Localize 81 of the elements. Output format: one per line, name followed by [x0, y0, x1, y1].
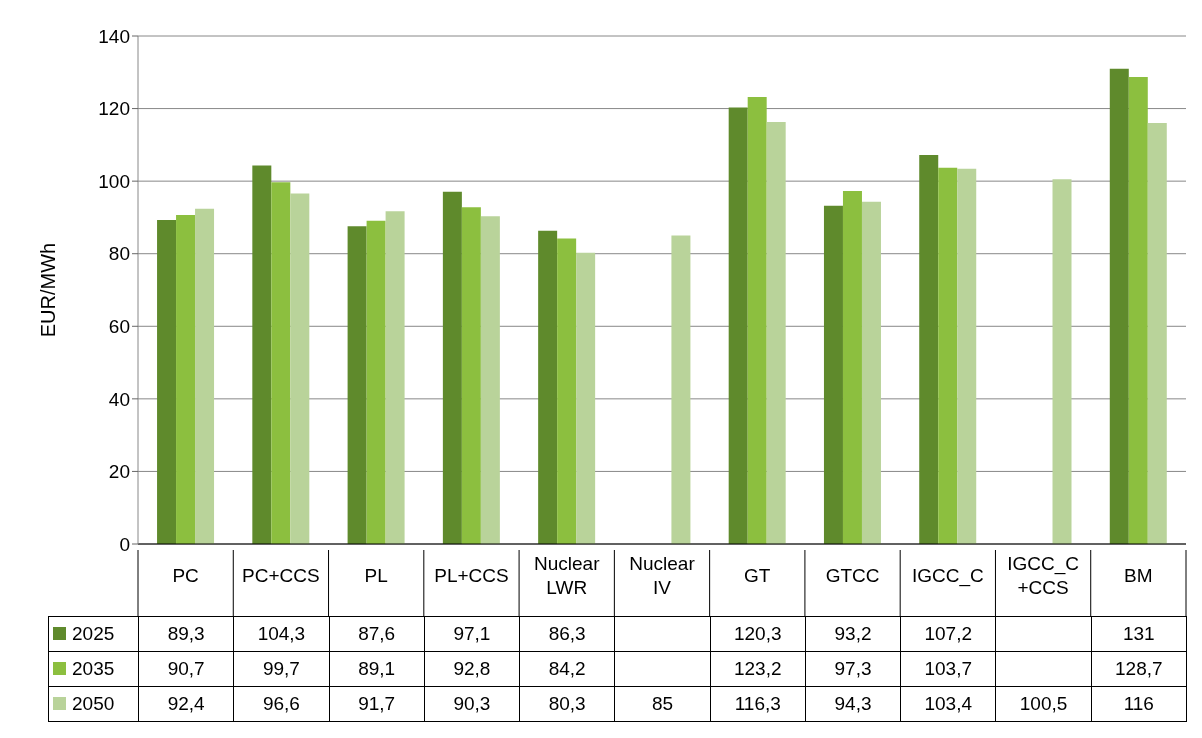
data-label: 87,6 — [329, 616, 425, 652]
bar — [557, 238, 577, 544]
bar — [195, 208, 215, 544]
y-tick-label: 80 — [108, 243, 130, 265]
bar — [157, 219, 177, 544]
y-tick-label: 140 — [98, 25, 130, 47]
data-label: 89,3 — [138, 616, 234, 652]
x-tick-label: IGCC_C +CCS — [1007, 553, 1079, 598]
y-tick-label: 40 — [108, 388, 130, 410]
data-label: 89,1 — [329, 651, 425, 687]
data-label: 80,3 — [519, 686, 615, 722]
bar — [347, 226, 367, 544]
x-tick-label: Nuclear IV — [629, 553, 696, 598]
y-tick-label: 100 — [98, 170, 130, 192]
bar — [957, 168, 977, 544]
data-label: 90,7 — [138, 651, 234, 687]
x-tick-label: GTCC — [825, 565, 880, 586]
bar — [442, 191, 462, 544]
data-label: 123,2 — [710, 651, 806, 687]
bar — [271, 182, 291, 544]
data-label: 116 — [1091, 686, 1187, 722]
data-label: 92,8 — [424, 651, 520, 687]
x-tick-label: IGCC_C — [911, 565, 984, 587]
bar — [861, 201, 881, 544]
data-label: 131 — [1091, 616, 1187, 652]
data-label: 86,3 — [519, 616, 615, 652]
y-tick-label: 60 — [108, 316, 130, 338]
bar — [252, 165, 272, 544]
bar — [938, 167, 958, 544]
x-tick-label: PC+CCS — [242, 565, 320, 586]
legend-label: 2050 — [48, 686, 139, 722]
data-label: 91,7 — [329, 686, 425, 722]
bar — [728, 107, 748, 544]
bar — [576, 252, 596, 544]
data-label: 116,3 — [710, 686, 806, 722]
bar — [480, 216, 500, 544]
data-label: 104,3 — [233, 616, 330, 652]
bar — [747, 96, 767, 544]
x-tick-label: BM — [1124, 565, 1153, 586]
data-label: 90,3 — [424, 686, 520, 722]
bar — [538, 230, 558, 544]
bar — [1109, 68, 1129, 544]
bar — [1128, 77, 1148, 544]
bar — [176, 214, 196, 544]
y-axis-title: EUR/MWh — [37, 242, 60, 338]
bar — [461, 207, 481, 544]
data-label: 96,6 — [233, 686, 330, 722]
x-tick-label: PL+CCS — [434, 565, 509, 586]
x-tick-label: Nuclear LWR — [533, 553, 601, 598]
data-label: 103,7 — [900, 651, 996, 687]
data-label: 103,4 — [900, 686, 996, 722]
bar — [671, 235, 691, 544]
data-label: 94,3 — [805, 686, 901, 722]
legend-label: 2025 — [48, 616, 139, 652]
data-label: 120,3 — [710, 616, 806, 652]
data-label: 93,2 — [805, 616, 901, 652]
data-label: 97,3 — [805, 651, 901, 687]
data-label: 128,7 — [1091, 651, 1187, 687]
x-tick-label: PL — [364, 565, 388, 586]
bar — [823, 205, 843, 544]
bar — [766, 122, 786, 544]
legend-label: 2035 — [48, 651, 139, 687]
y-tick-label: 120 — [98, 98, 130, 120]
y-tick-label: 20 — [108, 461, 130, 483]
x-tick-label: GT — [744, 565, 771, 586]
bar — [290, 193, 310, 544]
data-label: 107,2 — [900, 616, 996, 652]
data-label: 99,7 — [233, 651, 330, 687]
data-label: 100,5 — [995, 686, 1092, 722]
bar — [1052, 179, 1072, 544]
data-label: 97,1 — [424, 616, 520, 652]
bar — [1147, 123, 1167, 544]
y-tick-label: 0 — [119, 533, 130, 555]
data-label: 84,2 — [519, 651, 615, 687]
bar — [385, 211, 405, 544]
data-label: 85 — [614, 686, 711, 722]
bar — [842, 190, 862, 544]
bar — [366, 220, 386, 544]
data-label: 92,4 — [138, 686, 234, 722]
bar — [919, 155, 939, 544]
x-tick-label: PC — [172, 565, 199, 586]
